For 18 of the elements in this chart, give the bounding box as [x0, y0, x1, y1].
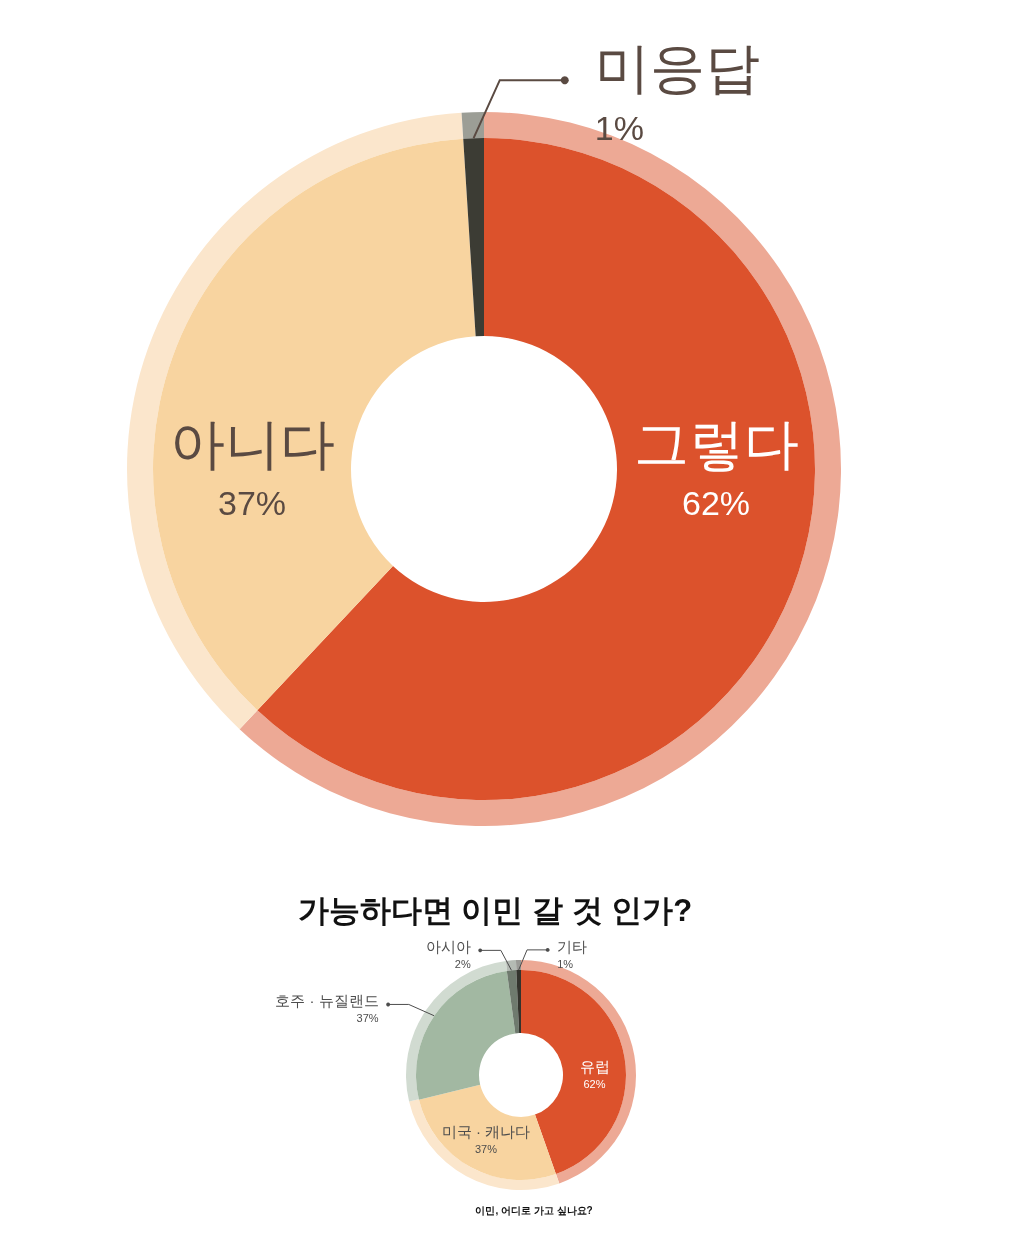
slice-label: 그렇다: [633, 412, 799, 475]
data-label: 37%: [474, 1142, 498, 1155]
data-label: 37%: [356, 1012, 379, 1025]
data-label: 62%: [681, 484, 751, 523]
slice-label: 호주 · 뉴질랜드: [275, 992, 379, 1010]
data-label: 2%: [454, 958, 471, 971]
slice-label: 기타: [557, 937, 588, 955]
slice-label: 아니다: [169, 412, 335, 475]
slice-label: 미국 · 캐나다: [441, 1122, 531, 1140]
slice-label: 아시아: [425, 938, 471, 956]
data-label: 1%: [594, 109, 644, 148]
data-label: 62%: [583, 1078, 606, 1091]
data-label: 37%: [217, 484, 287, 523]
data-label: 1%: [557, 957, 574, 970]
slice-label: 유럽: [579, 1058, 610, 1076]
text: 이민, 어디로 가고 싶나요?: [475, 1204, 593, 1216]
text: 가능하다면 이민 갈 것 인가?: [297, 893, 693, 928]
slice-label: 미응답: [594, 37, 760, 100]
